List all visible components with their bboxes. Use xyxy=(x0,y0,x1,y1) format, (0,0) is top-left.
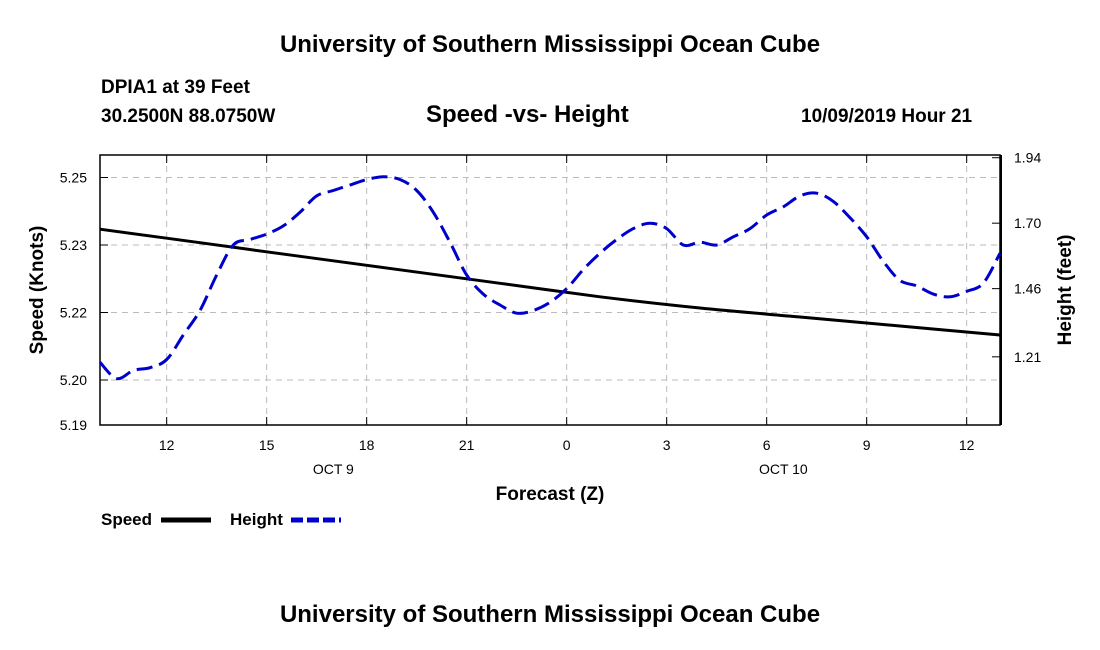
date-label: OCT 9 xyxy=(313,461,354,477)
y-tick-label-left: 5.19 xyxy=(60,417,87,433)
y-axis-label-right: Height (feet) xyxy=(1055,235,1076,346)
y-tick-label-left: 5.20 xyxy=(60,372,87,388)
x-tick-label: 12 xyxy=(159,437,175,453)
ticks: 12 15 18 21 0 3 6 9 12 OCT 9 OCT 10 5.19 5.20 5.22 5.2… xyxy=(60,150,1042,477)
x-tick-label: 12 xyxy=(959,437,975,453)
grid xyxy=(100,155,1000,425)
x-tick-label: 3 xyxy=(663,437,671,453)
y-tick-label-left: 5.25 xyxy=(60,170,87,186)
datetime-label: 10/09/2019 Hour 21 xyxy=(801,106,973,127)
x-axis-label: Forecast (Z) xyxy=(496,484,605,505)
y-tick-label-right: 1.70 xyxy=(1014,215,1041,231)
y-tick-label-left: 5.23 xyxy=(60,237,87,253)
y-axis-label-left: Speed (Knots) xyxy=(27,226,48,355)
legend-speed-label: Speed xyxy=(101,510,152,529)
x-tick-label: 15 xyxy=(259,437,275,453)
x-tick-label: 21 xyxy=(459,437,475,453)
top-title: University of Southern Mississippi Ocean… xyxy=(279,31,821,58)
station-label: DPIA1 at 39 Feet xyxy=(101,77,250,98)
x-tick-label: 0 xyxy=(563,437,571,453)
date-label: OCT 10 xyxy=(759,461,808,477)
y-tick-label-right: 1.94 xyxy=(1014,150,1041,166)
y-tick-label-right: 1.21 xyxy=(1014,349,1041,365)
legend-height-label: Height xyxy=(230,510,283,529)
x-tick-label: 18 xyxy=(359,437,375,453)
bottom-title: University of Southern Mississippi Ocean… xyxy=(279,601,821,628)
chart-title: Speed -vs- Height xyxy=(426,101,629,128)
y-tick-label-right: 1.46 xyxy=(1014,281,1041,297)
x-tick-label: 9 xyxy=(863,437,871,453)
location-label: 30.2500N 88.0750W xyxy=(101,106,276,127)
series-speed-line xyxy=(99,227,1001,337)
x-tick-label: 6 xyxy=(763,437,771,453)
series-height-line xyxy=(98,175,1002,381)
y-tick-label-left: 5.22 xyxy=(60,305,87,321)
